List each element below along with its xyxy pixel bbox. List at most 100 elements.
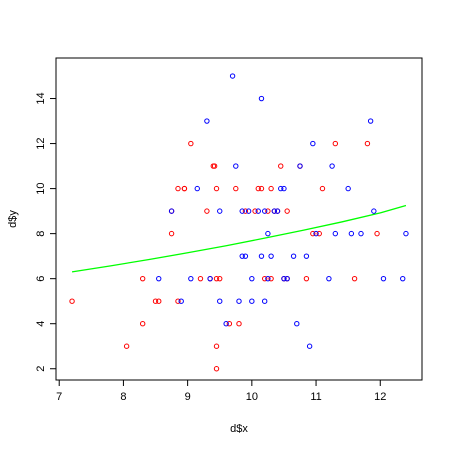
y-tick-label: 12 <box>35 137 47 149</box>
data-point <box>294 321 300 327</box>
data-point <box>69 298 75 304</box>
data-point <box>261 208 268 214</box>
data-point <box>281 275 287 282</box>
y-tick-label: 10 <box>35 182 47 194</box>
data-point <box>261 275 268 282</box>
data-point <box>380 275 387 282</box>
data-point <box>139 275 146 282</box>
data-point <box>403 230 409 237</box>
data-point <box>268 275 274 282</box>
data-point <box>265 208 271 214</box>
data-point <box>168 208 175 214</box>
data-point <box>265 230 271 237</box>
data-point <box>188 275 194 282</box>
data-point <box>284 275 290 282</box>
data-point <box>249 275 255 282</box>
data-point <box>258 253 265 259</box>
data-point <box>345 185 351 192</box>
data-point <box>329 163 335 169</box>
plot-frame <box>55 57 423 381</box>
data-point <box>265 275 271 282</box>
data-point <box>226 321 233 327</box>
data-point <box>213 366 220 372</box>
data-point <box>242 208 249 214</box>
y-axis: 2 4 6 8 10 12 14 <box>35 92 56 372</box>
data-point <box>217 208 223 214</box>
data-point <box>236 321 242 327</box>
data-point <box>258 185 265 192</box>
fit-line <box>71 204 407 273</box>
x-axis: 7 8 9 10 11 12 <box>56 380 386 403</box>
x-tick-label: 7 <box>56 391 62 403</box>
data-point <box>316 230 322 237</box>
y-tick-label: 2 <box>35 366 47 372</box>
data-point <box>255 185 261 192</box>
data-point <box>233 185 239 192</box>
data-point <box>239 253 245 259</box>
data-point <box>348 230 355 237</box>
data-point <box>332 140 339 147</box>
data-point <box>278 185 284 192</box>
data-point <box>181 185 188 192</box>
data-point <box>197 275 204 282</box>
data-point <box>245 208 252 214</box>
data-point <box>268 253 274 259</box>
data-point <box>284 208 290 214</box>
data-point <box>213 275 220 282</box>
data-point <box>139 321 146 327</box>
data-point <box>156 298 162 304</box>
data-point <box>367 118 374 124</box>
data-point <box>310 230 316 237</box>
data-point <box>213 343 220 349</box>
data-point <box>242 253 249 259</box>
data-point <box>213 185 220 192</box>
x-tick-label: 9 <box>185 391 191 403</box>
data-point <box>207 275 213 282</box>
data-point <box>258 95 265 102</box>
data-point <box>290 253 297 259</box>
data-point <box>223 321 229 327</box>
data-point <box>204 118 210 124</box>
data-point <box>303 253 310 259</box>
data-point <box>271 208 278 214</box>
data-point <box>152 298 159 304</box>
data-point <box>326 275 332 282</box>
data-point <box>371 208 377 214</box>
data-point <box>400 275 406 282</box>
data-point <box>233 163 239 169</box>
fit-line-layer <box>71 204 407 273</box>
data-point <box>332 230 339 237</box>
x-tick-label: 11 <box>310 391 321 403</box>
data-point <box>358 230 364 237</box>
data-point <box>156 275 162 282</box>
data-point <box>123 343 130 349</box>
data-point <box>204 208 210 214</box>
x-axis-title: d$x <box>230 423 248 435</box>
data-point <box>364 140 371 147</box>
data-point <box>306 343 313 349</box>
data-point <box>313 230 319 237</box>
data-point <box>249 298 255 304</box>
points-layer <box>69 73 409 372</box>
y-tick-label: 8 <box>35 231 47 237</box>
data-point <box>217 275 223 282</box>
data-point <box>297 163 303 169</box>
data-point <box>168 230 175 237</box>
data-point <box>217 298 223 304</box>
x-tick-label: 12 <box>374 391 386 403</box>
y-tick-label: 14 <box>35 92 47 104</box>
data-point <box>268 185 274 192</box>
data-point <box>274 208 281 214</box>
y-axis-title: d$y <box>7 210 19 228</box>
y-tick-label: 6 <box>35 276 47 282</box>
data-point <box>239 208 245 214</box>
data-point <box>252 208 258 214</box>
data-point <box>351 275 358 282</box>
data-point <box>175 185 181 192</box>
data-point <box>255 208 261 214</box>
data-point <box>310 140 316 147</box>
data-point <box>175 298 181 304</box>
data-point <box>281 185 287 192</box>
data-point <box>178 298 184 304</box>
